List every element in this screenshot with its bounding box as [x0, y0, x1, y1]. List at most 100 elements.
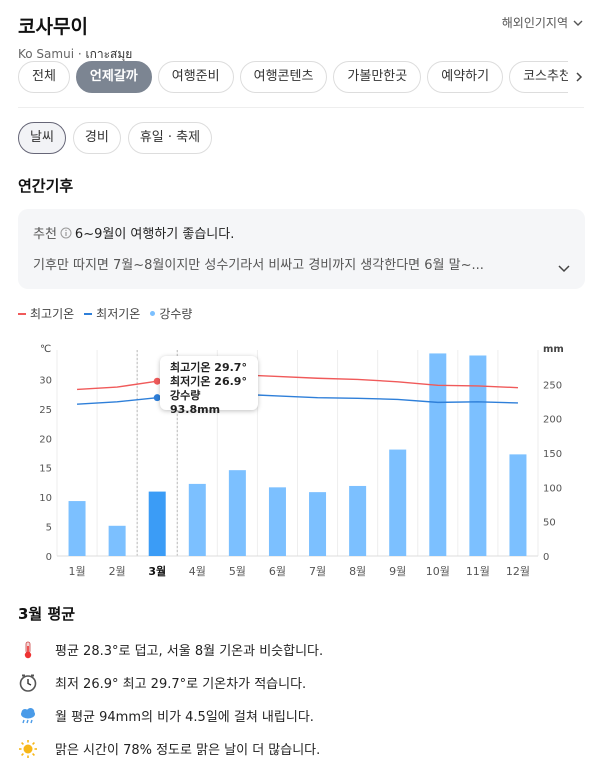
- fact-text: 평균 28.3°로 덥고, 서울 8월 기온과 비슷합니다.: [55, 644, 324, 659]
- region-dropdown[interactable]: 해외인기지역: [502, 14, 584, 31]
- tab-when-to-go[interactable]: 언제갈까: [75, 61, 152, 93]
- page-title: 코사무이: [18, 16, 88, 38]
- recommendation-detail: 기후만 따지면 7월~8월이지만 성수기라서 비싸고 경비까지 생각한다면 6월…: [33, 258, 484, 273]
- y-right-tick: 50: [543, 518, 556, 529]
- x-tick-label: 5월: [229, 565, 246, 578]
- recommendation-label: 추천: [33, 227, 57, 242]
- tab-travel-prep[interactable]: 여행준비: [157, 61, 234, 93]
- rain-bar: [268, 487, 286, 556]
- y-left-tick: 0: [46, 552, 52, 563]
- fact-text: 맑은 시간이 78% 정도로 맑은 날이 더 많습니다.: [55, 743, 321, 758]
- main-tabs: 전체 언제갈까 여행준비 여행콘텐츠 가볼만한곳 예약하기 코스추천: [18, 61, 590, 93]
- page-subtitle: Ko Samui · เกาะสมุย: [18, 45, 588, 64]
- recommendation-summary: 추천 6~9월이 여행하기 좋습니다.: [33, 223, 570, 242]
- fact-row: 평균 28.3°로 덥고, 서울 8월 기온과 비슷합니다.: [18, 633, 588, 666]
- x-tick-label: 12월: [506, 565, 530, 578]
- x-tick-label: 1월: [68, 565, 85, 578]
- y-right-tick: 100: [543, 483, 562, 494]
- rain-bar: [148, 491, 166, 556]
- rain-bar: [389, 449, 407, 556]
- min-temp-line: [77, 392, 518, 405]
- subtab-holidays[interactable]: 휴일 · 축제: [127, 122, 213, 154]
- chart-legend: 최고기온 최저기온 강수량: [18, 305, 192, 322]
- rain-bar: [68, 501, 86, 556]
- tab-booking[interactable]: 예약하기: [427, 61, 504, 93]
- rain-bar: [309, 492, 327, 556]
- legend-swatch-blue: [84, 312, 93, 315]
- x-tick-label: 2월: [109, 565, 126, 578]
- recommendation-box[interactable]: 추천 6~9월이 여행하기 좋습니다. 기후만 따지면 7월~8월이지만 성수기…: [18, 209, 585, 289]
- subtab-cost[interactable]: 경비: [72, 122, 121, 154]
- info-icon[interactable]: [60, 227, 72, 239]
- fact-row: 월 평균 94mm의 비가 4.5일에 걸쳐 내립니다.: [18, 699, 588, 732]
- rain-bar: [188, 483, 206, 556]
- clock-icon: [19, 674, 37, 692]
- subtitle-local: เกาะสมุย: [85, 47, 133, 61]
- sun-icon: [19, 739, 37, 758]
- y-left-tick: 25: [39, 405, 52, 416]
- min-temp-point: [153, 394, 161, 402]
- chevron-down-icon[interactable]: [557, 261, 571, 275]
- legend-dot-lightblue: [150, 311, 156, 316]
- divider: [18, 107, 584, 108]
- max-temp-point: [153, 377, 161, 385]
- x-tick-label: 9월: [389, 565, 406, 578]
- fact-row: 최저 26.9° 최고 29.7°로 기온차가 적습니다.: [18, 666, 588, 699]
- average-title: 3월 평균: [18, 605, 76, 623]
- tooltip-max: 최고기온 29.7°: [170, 361, 247, 374]
- fact-text: 최저 26.9° 최고 29.7°로 기온차가 적습니다.: [55, 677, 307, 692]
- rain-bar: [228, 470, 246, 556]
- rain-bar: [509, 454, 527, 556]
- y-left-tick: 30: [39, 375, 52, 386]
- rain-cloud-icon: [21, 707, 35, 723]
- legend-max-temp: 최고기온: [18, 305, 74, 322]
- y-right-tick: 200: [543, 415, 562, 426]
- tab-all[interactable]: 전체: [18, 61, 70, 93]
- legend-swatch-red: [18, 312, 26, 315]
- y-left-tick: 20: [39, 434, 52, 445]
- x-tick-label: 6월: [269, 565, 286, 578]
- rain-bar: [108, 525, 126, 556]
- legend-rain: 강수량: [150, 305, 192, 322]
- y-right-tick: 250: [543, 380, 562, 391]
- header: 코사무이 Ko Samui · เกาะสมุย 해외인기지역: [18, 12, 588, 64]
- section-title: 연간기후: [18, 177, 74, 195]
- rain-bar: [349, 485, 367, 556]
- climate-chart[interactable]: ℃ mm 0 5 10 15 20 25 30 0 50 100 150 200 250 1월 2월 3월 4월 5월…: [0, 338, 602, 588]
- y-left-unit: ℃: [40, 344, 51, 355]
- x-tick-label: 4월: [189, 565, 206, 578]
- tab-travel-content[interactable]: 여행콘텐츠: [239, 61, 328, 93]
- y-right-tick: 150: [543, 449, 562, 460]
- subtitle-english: Ko Samui: [18, 47, 75, 61]
- chevron-right-icon: [576, 72, 583, 82]
- tab-places[interactable]: 가볼만한곳: [333, 61, 422, 93]
- average-facts: 평균 28.3°로 덥고, 서울 8월 기온과 비슷합니다. 최저 26.9° …: [18, 633, 588, 759]
- y-right-unit: mm: [543, 344, 564, 355]
- chart-tooltip: 최고기온 29.7° 최저기온 26.9° 강수량 93.8mm: [160, 356, 258, 416]
- region-dropdown-label: 해외인기지역: [501, 16, 568, 30]
- subtitle-separator: ·: [74, 47, 86, 61]
- tabs-next-button[interactable]: [568, 61, 590, 93]
- tooltip-min: 최저기온 26.9°: [170, 375, 247, 388]
- legend-max-temp-label: 최고기온: [30, 307, 75, 321]
- x-tick-label: 10월: [426, 565, 450, 578]
- legend-rain-label: 강수량: [159, 307, 193, 321]
- thermometer-icon: [24, 641, 32, 658]
- y-right-tick: 0: [543, 552, 549, 563]
- y-left-tick: 15: [39, 464, 52, 475]
- rain-bar: [469, 355, 487, 556]
- y-left-tick: 10: [39, 493, 52, 504]
- max-temp-line: [77, 372, 518, 391]
- subtab-weather[interactable]: 날씨: [18, 122, 66, 154]
- tooltip-rain: 강수량 93.8mm: [170, 389, 221, 416]
- y-left-tick: 5: [46, 523, 52, 534]
- x-tick-label: 3월: [148, 564, 166, 578]
- recommendation-text: 6~9월이 여행하기 좋습니다.: [74, 227, 235, 242]
- sub-tabs: 날씨 경비 휴일 · 축제: [18, 122, 213, 154]
- fact-text: 월 평균 94mm의 비가 4.5일에 걸쳐 내립니다.: [55, 710, 314, 725]
- chevron-down-icon: [573, 20, 583, 26]
- x-tick-label: 11월: [466, 565, 490, 578]
- x-tick-label: 8월: [349, 565, 366, 578]
- rain-bar: [429, 353, 447, 556]
- legend-min-temp-label: 최저기온: [96, 307, 141, 321]
